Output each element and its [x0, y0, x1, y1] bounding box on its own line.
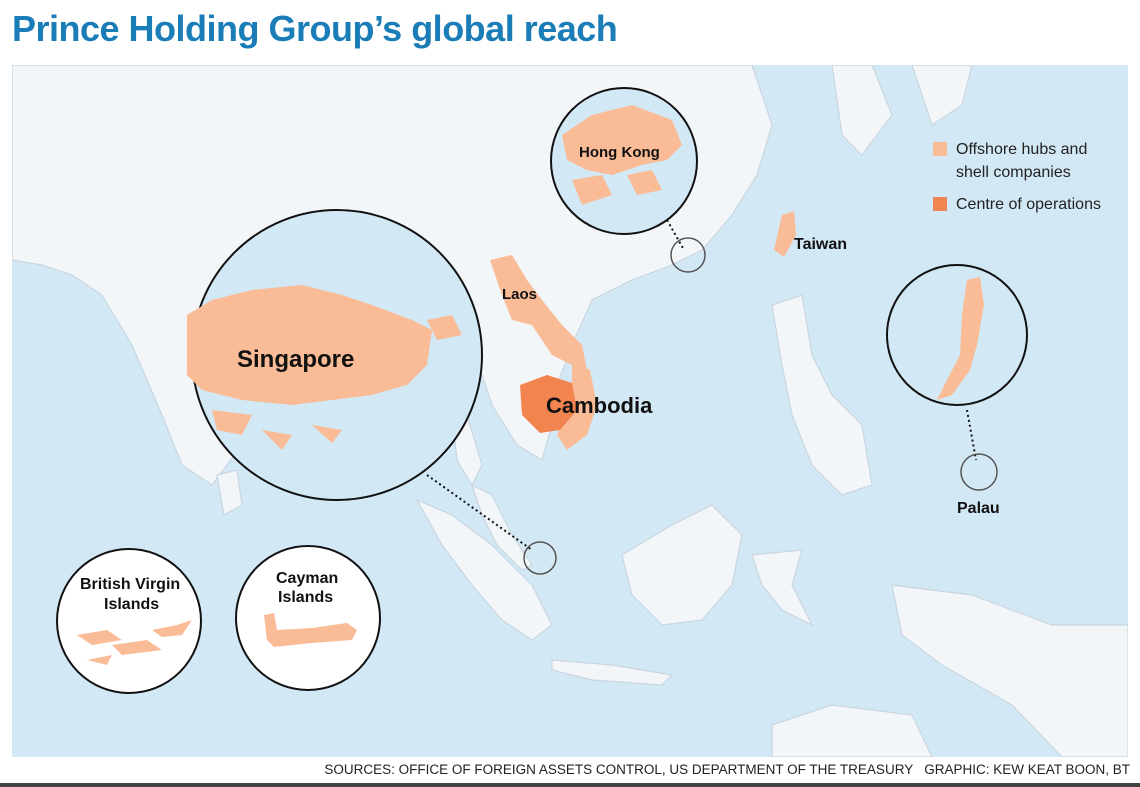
- label-singapore: Singapore: [237, 346, 354, 373]
- label-taiwan: Taiwan: [794, 236, 847, 253]
- java: [551, 659, 674, 686]
- cayman-inset-circle: [235, 545, 381, 691]
- vietnam-coast-shape: [557, 360, 597, 450]
- japan-korea: [831, 65, 973, 156]
- legend: Offshore hubs and shell companies Centre…: [933, 141, 1101, 213]
- label-cayman-2: Islands: [278, 589, 333, 606]
- bottom-bar: [0, 783, 1140, 787]
- philippines: [771, 294, 873, 496]
- label-cayman-1: Cayman: [276, 570, 338, 587]
- legend-label-offshore-2: shell companies: [956, 164, 1071, 181]
- legend-label-offshore-1: Offshore hubs and: [956, 141, 1087, 158]
- bvi-inset-circle: [56, 548, 202, 694]
- palau-inset-circle: [886, 264, 1028, 406]
- taiwan-shape: [774, 211, 796, 257]
- sumatra: [415, 498, 553, 641]
- palau-leader-line: [966, 409, 977, 461]
- label-cambodia: Cambodia: [546, 393, 653, 418]
- hong-kong-locator-circle: [670, 237, 706, 273]
- legend-label-centre: Centre of operations: [956, 196, 1101, 213]
- bvi-shape: [77, 620, 192, 665]
- label-laos: Laos: [502, 286, 537, 303]
- source-credit: SOURCES: OFFICE OF FOREIGN ASSETS CONTRO…: [324, 762, 1130, 777]
- map-title: Prince Holding Group’s global reach: [12, 8, 618, 49]
- label-palau: Palau: [957, 500, 1000, 517]
- label-bvi-1: British Virgin: [80, 576, 180, 593]
- singapore-shape: [187, 285, 432, 405]
- hong-kong-leader-line: [666, 219, 685, 251]
- australia: [771, 704, 933, 757]
- borneo: [621, 504, 743, 626]
- singapore-leader-line: [426, 474, 533, 551]
- sulawesi: [751, 549, 814, 627]
- map: Hong Kong Taiwan Laos Singapore Cambodia…: [12, 65, 1128, 757]
- label-bvi-2: Islands: [104, 596, 159, 613]
- palau-locator-circle: [960, 453, 998, 491]
- sri-lanka: [216, 469, 243, 516]
- new-guinea: [891, 584, 1128, 757]
- legend-swatch-centre: [933, 197, 947, 211]
- laos-shape: [490, 255, 587, 370]
- cayman-shape: [264, 613, 357, 647]
- palau-shape: [937, 277, 984, 400]
- legend-swatch-offshore: [933, 142, 947, 156]
- cambodia-shape: [520, 375, 577, 433]
- hong-kong-shape: [562, 105, 682, 205]
- singapore-locator-circle: [523, 541, 557, 575]
- label-hong-kong: Hong Kong: [579, 144, 660, 161]
